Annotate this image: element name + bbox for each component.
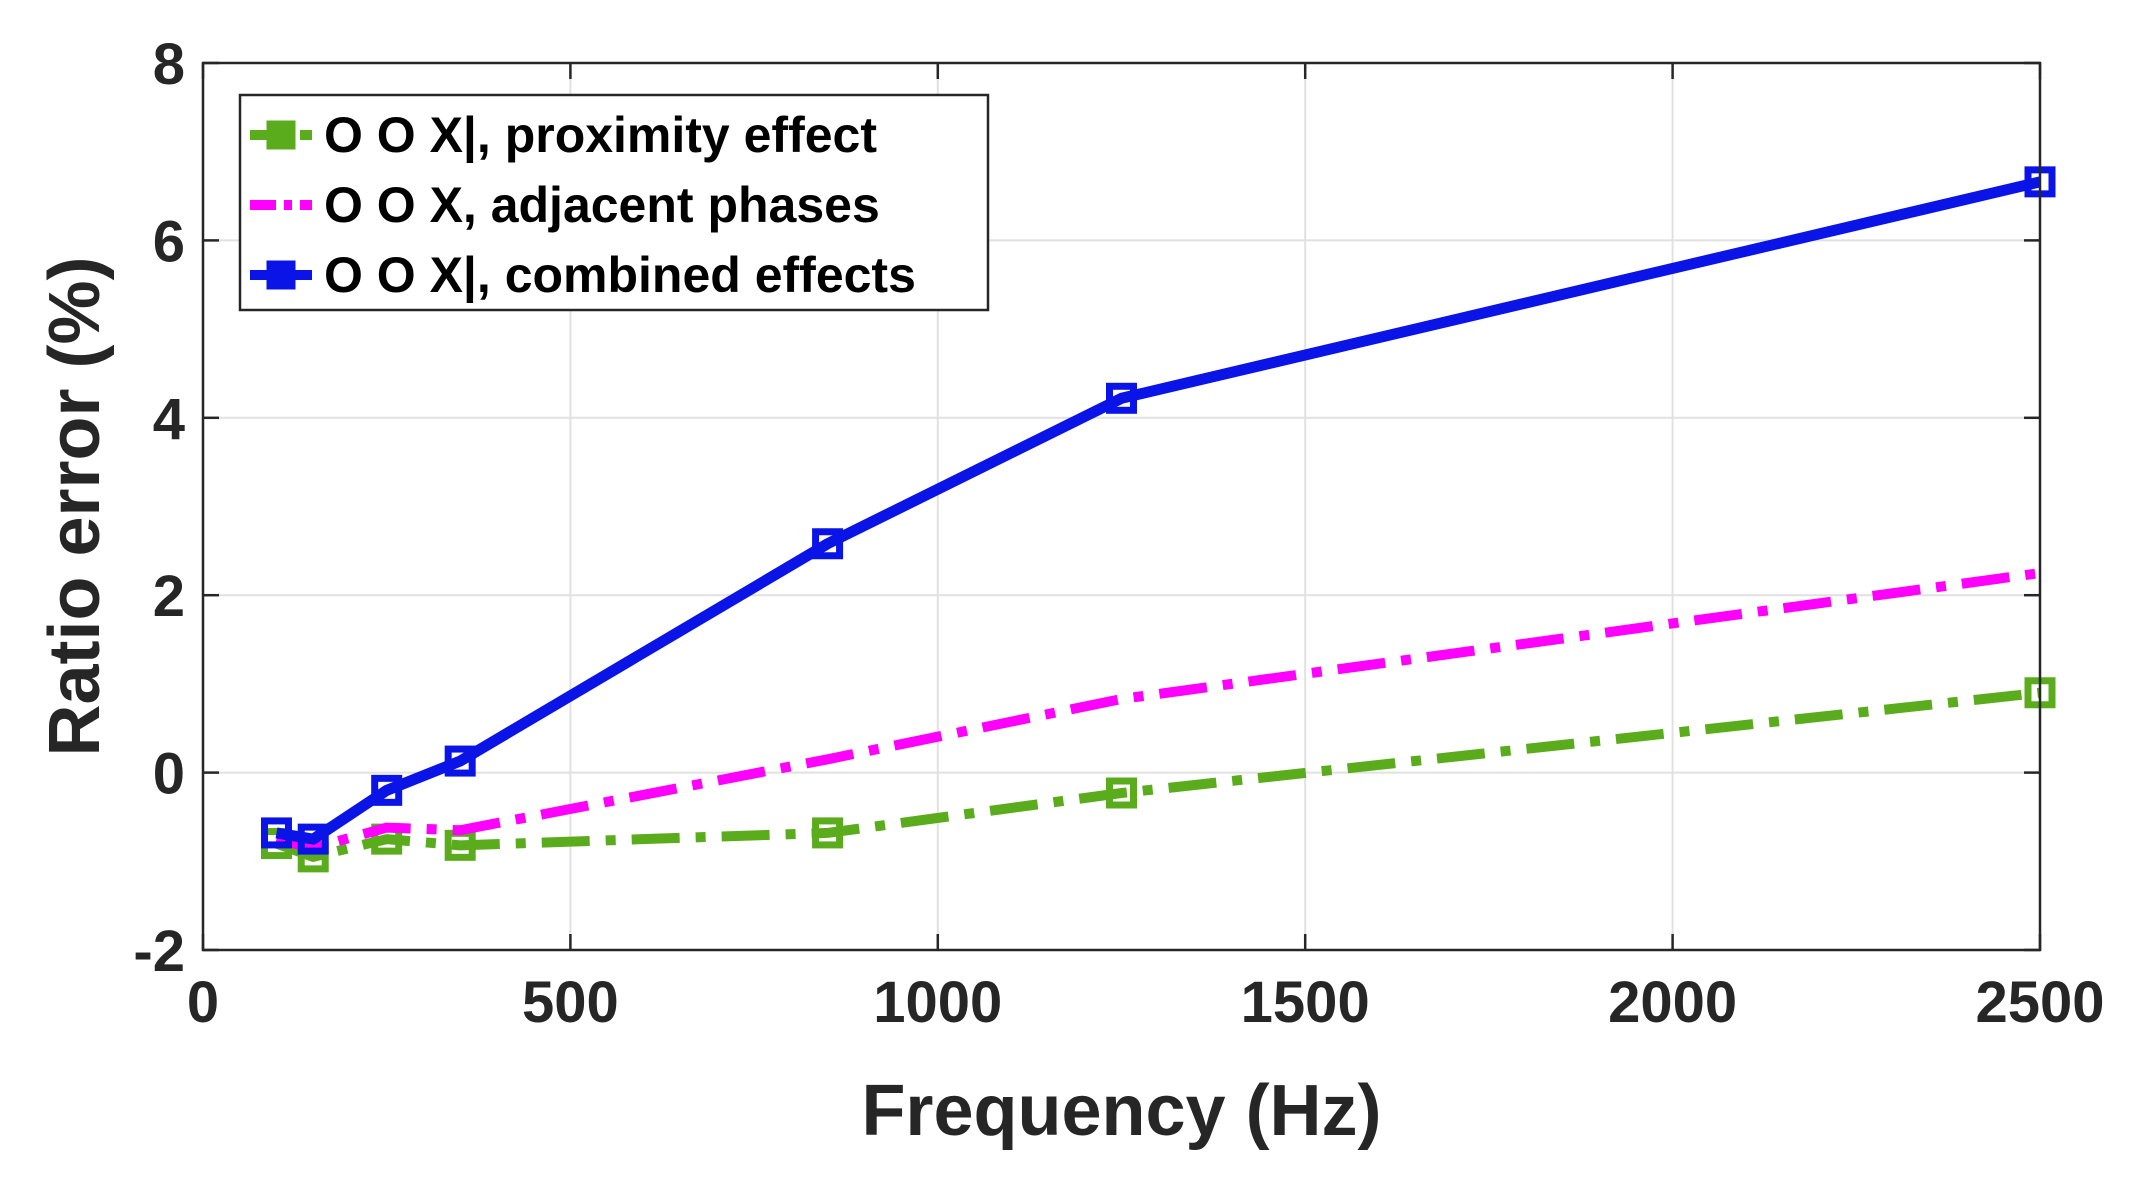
data-point xyxy=(1106,777,1137,809)
legend-entry: O O X, adjacent phases xyxy=(250,177,880,233)
legend-label: O O X|, combined effects xyxy=(324,247,916,304)
series-layer xyxy=(260,166,2056,873)
y-tick-label: 0 xyxy=(153,742,185,807)
legend-marker-swatch xyxy=(266,260,296,290)
series-line xyxy=(275,176,2042,845)
data-point xyxy=(260,817,292,849)
legend: O O X|, proximity effect O O X, adjacent … xyxy=(238,93,990,312)
x-axis-label: Frequency (Hz) xyxy=(861,1071,1381,1151)
legend-entry: O O X|, combined effects xyxy=(250,247,916,304)
y-tick-label: 2 xyxy=(153,564,185,629)
series-line xyxy=(274,687,2041,862)
data-point xyxy=(444,745,476,777)
x-tick-label: 2500 xyxy=(1975,970,2104,1035)
legend-label: O O X, adjacent phases xyxy=(324,177,880,233)
data-point xyxy=(1106,382,1137,414)
x-tick-label: 0 xyxy=(187,970,219,1035)
series-2 xyxy=(260,166,2056,855)
y-tick-label: 8 xyxy=(153,32,185,97)
x-tick-label: 1000 xyxy=(873,970,1002,1035)
y-tick-label: -2 xyxy=(133,919,185,984)
x-tick-label: 500 xyxy=(522,970,619,1035)
x-tick-label: 1500 xyxy=(1241,970,1370,1035)
data-point xyxy=(371,774,403,806)
legend-marker-swatch xyxy=(266,120,296,150)
data-point xyxy=(812,817,844,849)
axes-box xyxy=(201,61,2042,952)
data-point xyxy=(812,528,844,560)
y-axis-label: Ratio error (%) xyxy=(35,256,115,756)
legend-label: O O X|, proximity effect xyxy=(324,107,877,164)
x-tick-label: 2000 xyxy=(1608,970,1737,1035)
legend-entry: O O X|, proximity effect xyxy=(250,107,877,164)
legend-box xyxy=(238,93,990,312)
data-point xyxy=(297,823,329,855)
y-tick-label: 6 xyxy=(153,209,185,274)
y-tick-label: 4 xyxy=(153,387,185,452)
